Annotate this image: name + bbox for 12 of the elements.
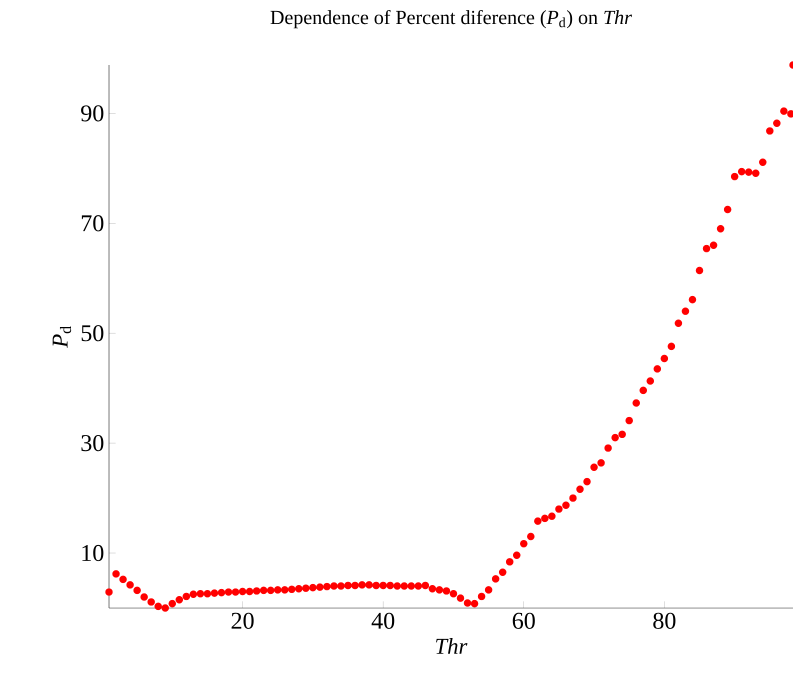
x-tick-label: 60 <box>512 612 535 629</box>
chart-title: Dependence of Percent diference (P$_{d}$) on Thr <box>270 10 632 28</box>
x-tick-label: 80 <box>653 612 676 629</box>
y-tick-label: 50 <box>82 325 104 342</box>
y-axis-title: P$_{d}$ <box>52 326 72 348</box>
x-axis-title: Thr <box>436 638 468 654</box>
y-tick-label: 30 <box>81 435 104 452</box>
x-tick-label: 40 <box>372 612 394 629</box>
y-tick-label: 90 <box>81 105 104 122</box>
y-tick-label: 70 <box>82 215 104 232</box>
x-tick-label: 20 <box>232 612 254 629</box>
y-tick-label: 10 <box>82 544 104 562</box>
